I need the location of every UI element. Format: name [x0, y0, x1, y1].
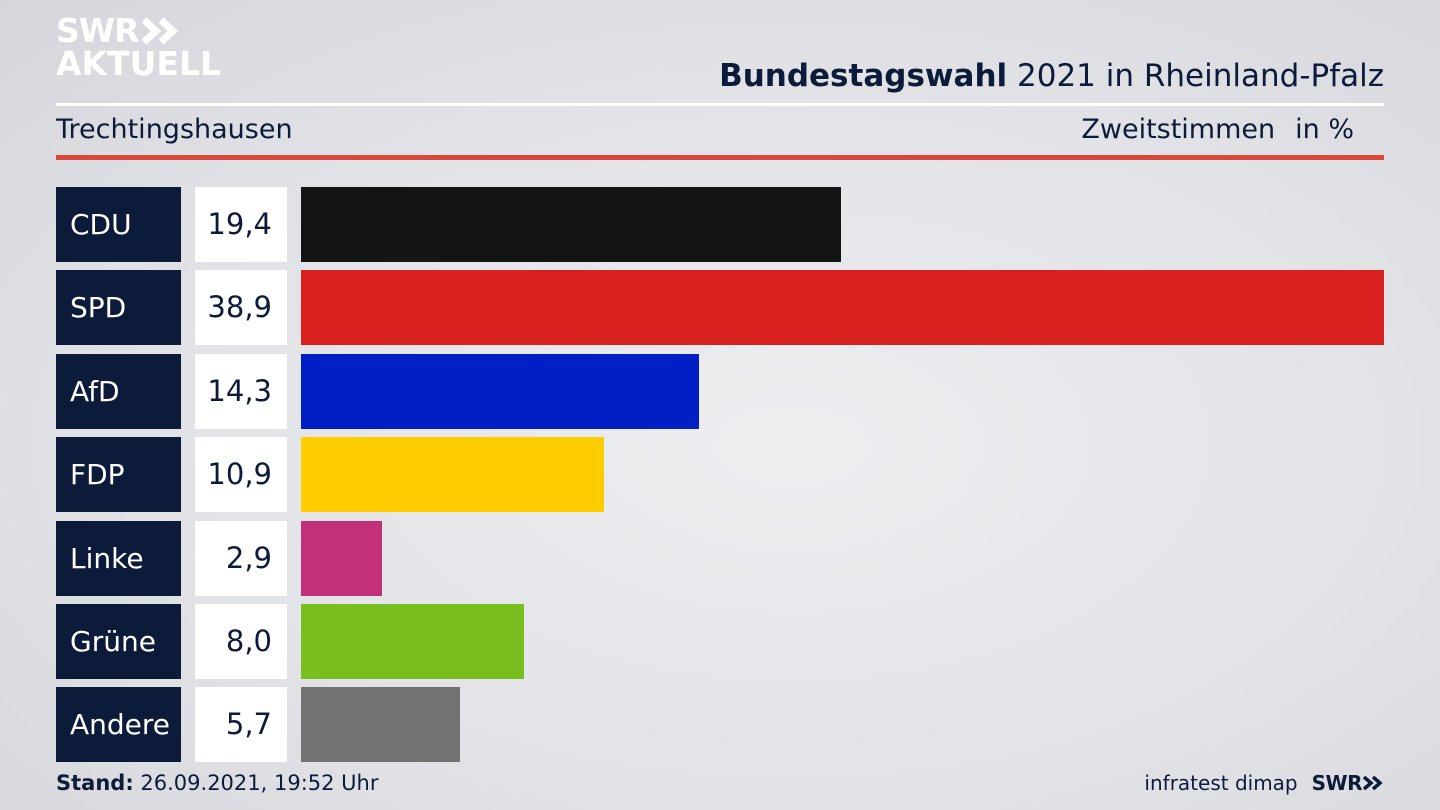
bar: [301, 604, 524, 679]
double-chevron-icon: [141, 16, 178, 45]
bar: [301, 520, 382, 596]
title-bold: Bundestagswahl: [719, 58, 1008, 94]
bar-row: SPD 38,9: [56, 270, 1384, 346]
double-chevron-icon: [1362, 775, 1383, 791]
timestamp: Stand: 26.09.2021, 19:52 Uhr: [56, 771, 379, 795]
party-label: Grüne: [56, 604, 181, 679]
party-label: AfD: [56, 353, 181, 429]
bar-row: Linke 2,9: [56, 520, 1384, 596]
bar: [301, 187, 841, 262]
bar-row: Grüne 8,0: [56, 604, 1384, 679]
bar-row: AfD 14,3: [56, 353, 1384, 429]
value-label: 2,9: [195, 520, 287, 596]
value-label: 14,3: [195, 353, 287, 429]
footer-source: infratest dimap SWR: [1144, 771, 1384, 795]
party-label: SPD: [56, 270, 181, 346]
value-label: 5,7: [195, 687, 287, 763]
source-label: infratest dimap: [1144, 771, 1298, 795]
stand-label: Stand:: [56, 771, 134, 795]
unit-text: in %: [1295, 114, 1354, 145]
bar: [301, 353, 699, 429]
stand-value: 26.09.2021, 19:52 Uhr: [133, 771, 379, 795]
bar-row: CDU 19,4: [56, 187, 1384, 262]
footer-logo-text: SWR: [1311, 771, 1363, 795]
page-title: Bundestagswahl 2021 in Rheinland-Pfalz: [719, 58, 1384, 94]
party-label: CDU: [56, 187, 181, 262]
value-label: 10,9: [195, 437, 287, 513]
bar-row: Andere 5,7: [56, 687, 1384, 763]
bar: [301, 437, 604, 513]
swr-footer-logo: SWR: [1312, 771, 1384, 795]
swr-aktuell-logo: SWR AKTUELL: [56, 14, 221, 80]
bar: [301, 270, 1384, 346]
party-label: FDP: [56, 437, 181, 513]
header-divider: [56, 103, 1384, 106]
party-label: Linke: [56, 520, 181, 596]
location-label: Trechtingshausen: [56, 114, 293, 145]
measure-text: Zweitstimmen: [1081, 114, 1276, 145]
value-label: 19,4: [195, 187, 287, 262]
party-label: Andere: [56, 687, 181, 763]
title-rest: 2021 in Rheinland-Pfalz: [1007, 58, 1384, 94]
accent-divider: [56, 155, 1384, 160]
logo-text-aktuell: AKTUELL: [56, 44, 222, 83]
value-label: 38,9: [195, 270, 287, 346]
bar: [301, 687, 460, 763]
bar-row: FDP 10,9: [56, 437, 1384, 513]
value-label: 8,0: [195, 604, 287, 679]
measure-label: Zweitstimmen in %: [1081, 114, 1354, 145]
logo-text-swr: SWR: [56, 11, 140, 50]
